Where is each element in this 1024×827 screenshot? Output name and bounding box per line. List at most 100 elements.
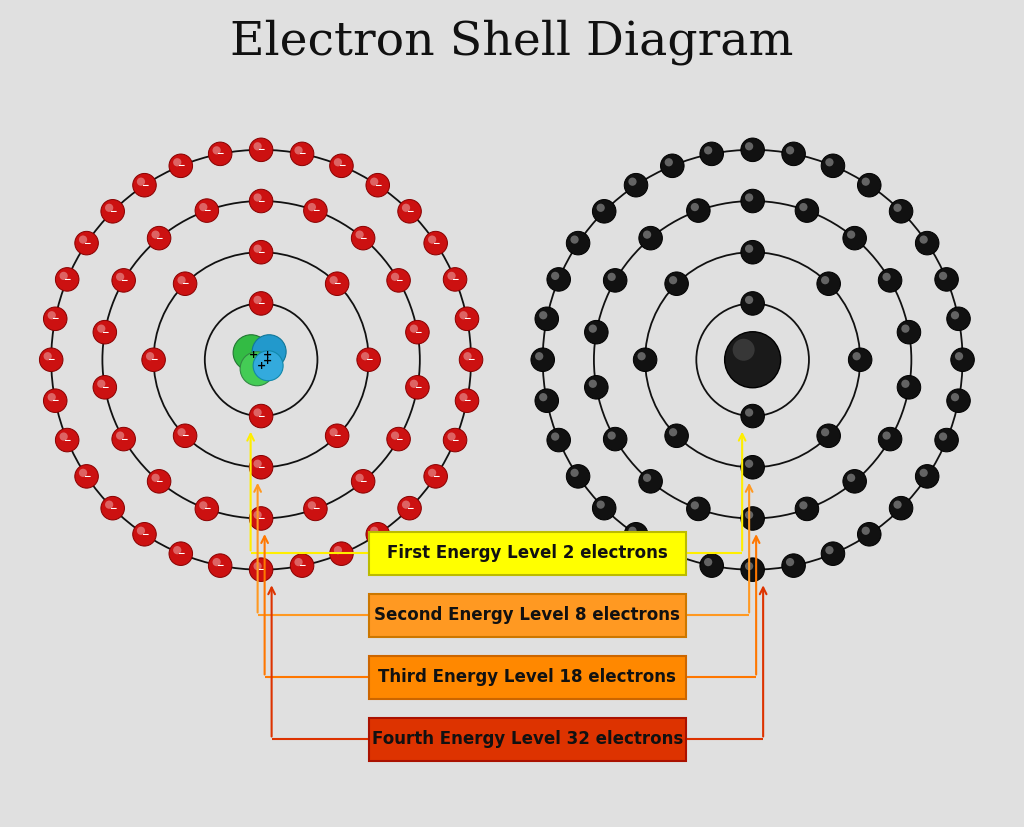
Circle shape [821, 154, 845, 178]
Circle shape [200, 501, 208, 509]
Circle shape [603, 428, 627, 451]
Circle shape [195, 198, 218, 222]
FancyBboxPatch shape [369, 718, 686, 761]
Text: −: − [120, 276, 127, 284]
Circle shape [44, 352, 52, 361]
Text: −: − [63, 275, 71, 284]
Circle shape [387, 428, 411, 451]
Circle shape [639, 470, 663, 493]
Circle shape [200, 203, 208, 211]
Circle shape [295, 146, 303, 155]
Circle shape [173, 424, 197, 447]
Circle shape [169, 154, 193, 178]
Circle shape [585, 375, 608, 399]
Text: −: − [181, 280, 188, 289]
Circle shape [686, 497, 710, 521]
Circle shape [424, 465, 447, 488]
Circle shape [585, 320, 608, 344]
Circle shape [861, 178, 869, 186]
Circle shape [308, 501, 316, 509]
Text: −: − [120, 435, 127, 443]
Circle shape [173, 158, 181, 166]
Text: +: + [256, 361, 266, 370]
Circle shape [464, 352, 472, 361]
Text: −: − [257, 463, 265, 471]
Circle shape [745, 460, 754, 468]
Circle shape [59, 433, 68, 441]
Circle shape [326, 424, 349, 447]
Circle shape [116, 432, 124, 440]
Circle shape [857, 523, 881, 546]
Circle shape [173, 546, 181, 554]
Circle shape [195, 497, 218, 521]
Circle shape [254, 562, 262, 571]
Text: −: − [467, 356, 475, 364]
Circle shape [133, 523, 157, 546]
Text: −: − [150, 356, 158, 364]
Circle shape [252, 335, 286, 369]
Circle shape [47, 311, 56, 319]
Circle shape [955, 352, 964, 361]
Circle shape [334, 546, 342, 554]
Circle shape [665, 272, 688, 295]
Text: −: − [51, 396, 59, 405]
Circle shape [745, 194, 754, 202]
Text: −: − [406, 207, 414, 216]
Circle shape [233, 335, 269, 370]
Circle shape [539, 311, 548, 319]
Circle shape [424, 232, 447, 255]
Circle shape [700, 554, 724, 577]
Circle shape [825, 158, 834, 166]
Text: −: − [338, 549, 345, 558]
Text: −: − [156, 234, 163, 242]
Text: First Energy Level 2 electrons: First Energy Level 2 electrons [387, 544, 668, 562]
Circle shape [745, 245, 754, 253]
Circle shape [456, 307, 479, 331]
Text: −: − [216, 150, 224, 158]
Circle shape [535, 307, 558, 331]
Text: −: − [101, 327, 109, 337]
Circle shape [889, 199, 912, 223]
Circle shape [947, 389, 971, 413]
Circle shape [410, 324, 418, 332]
Circle shape [330, 276, 338, 284]
Text: −: − [109, 504, 117, 513]
Circle shape [843, 470, 866, 493]
Circle shape [290, 142, 313, 165]
Circle shape [745, 409, 754, 417]
Circle shape [741, 507, 764, 530]
Circle shape [570, 469, 579, 477]
Text: −: − [311, 206, 319, 215]
Text: −: − [257, 412, 265, 421]
Circle shape [825, 546, 834, 554]
Circle shape [939, 272, 947, 280]
Text: −: − [83, 472, 90, 480]
Text: +: + [262, 356, 271, 366]
Text: −: − [257, 565, 265, 574]
Text: +: + [262, 350, 271, 360]
Circle shape [901, 380, 909, 388]
Circle shape [950, 348, 974, 371]
Text: −: − [374, 530, 382, 538]
Circle shape [745, 511, 754, 519]
Circle shape [893, 500, 902, 509]
Circle shape [250, 456, 272, 479]
Circle shape [821, 542, 845, 566]
Circle shape [116, 273, 124, 281]
Circle shape [406, 375, 429, 399]
Text: Electron Shell Diagram: Electron Shell Diagram [230, 19, 794, 65]
FancyBboxPatch shape [369, 594, 686, 637]
Text: Fourth Energy Level 32 electrons: Fourth Energy Level 32 electrons [372, 730, 683, 748]
Circle shape [817, 272, 841, 295]
Circle shape [741, 456, 764, 479]
Circle shape [848, 348, 871, 371]
Circle shape [607, 273, 615, 281]
Circle shape [915, 465, 939, 488]
Circle shape [387, 269, 411, 292]
Text: −: − [63, 436, 71, 445]
Circle shape [351, 470, 375, 493]
Circle shape [391, 432, 399, 440]
Text: −: − [395, 276, 402, 284]
Circle shape [800, 501, 808, 509]
Circle shape [59, 272, 68, 280]
